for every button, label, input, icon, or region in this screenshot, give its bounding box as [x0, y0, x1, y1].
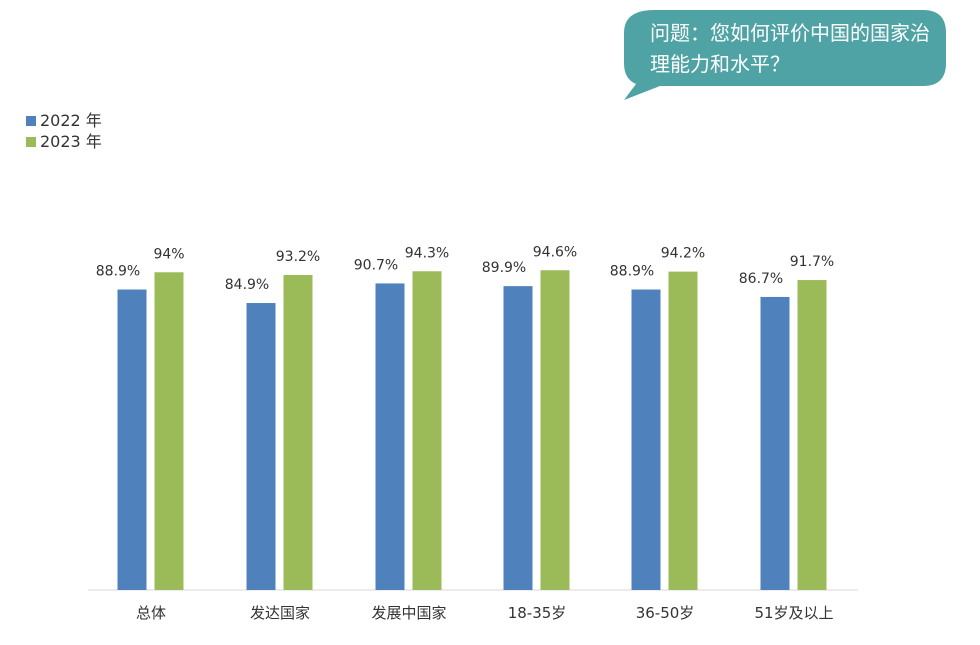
bar-2022-4: [631, 289, 661, 590]
data-label-2023-3: 94.6%: [533, 244, 577, 260]
data-label-2023-2: 94.3%: [405, 245, 449, 261]
category-label-2: 发展中国家: [371, 604, 446, 622]
legend-swatch-2023: [26, 136, 36, 147]
data-label-2022-5: 86.7%: [739, 271, 783, 287]
legend: 2022 年 2023 年: [26, 110, 102, 152]
category-label-5: 51岁及以上: [754, 604, 833, 622]
bar-2022-0: [117, 289, 147, 590]
bar-2023-5: [797, 280, 827, 590]
category-label-3: 18-35岁: [508, 604, 567, 622]
speech-bubble-shape: [624, 10, 946, 100]
legend-item-2022: 2022 年: [26, 110, 102, 131]
question-text: 问题：您如何评价中国的国家治理能力和水平？: [650, 21, 930, 76]
legend-swatch-2022: [26, 115, 36, 126]
data-label-2023-5: 91.7%: [790, 254, 834, 270]
data-label-2022-0: 88.9%: [96, 264, 140, 280]
bar-2023-2: [412, 271, 442, 590]
bar-2022-2: [375, 283, 405, 590]
bar-2023-0: [154, 272, 184, 590]
data-label-2022-3: 89.9%: [482, 260, 526, 276]
legend-item-2023: 2023 年: [26, 131, 102, 152]
bar-2022-1: [246, 303, 276, 590]
question-bubble: [624, 10, 946, 100]
bar-2023-3: [540, 270, 570, 590]
data-label-2022-1: 84.9%: [225, 277, 269, 293]
category-label-1: 发达国家: [250, 604, 310, 622]
data-label-2023-0: 94%: [153, 246, 184, 262]
legend-label-2023: 2023 年: [40, 131, 102, 151]
bar-2022-3: [503, 286, 533, 590]
bar-2022-5: [760, 296, 790, 590]
data-label-2022-2: 90.7%: [354, 257, 398, 273]
plot-area: 88.9% 94% 总体 84.9% 93.2% 发达国家 90.7% 94.3% 发展中国家 8…: [88, 244, 858, 622]
bar-2023-4: [668, 271, 698, 590]
category-label-4: 36-50岁: [636, 604, 695, 622]
legend-label-2022: 2022 年: [40, 110, 102, 130]
category-label-0: 总体: [136, 604, 166, 622]
bar-2023-1: [283, 274, 313, 590]
data-label-2023-1: 93.2%: [276, 249, 320, 265]
data-label-2023-4: 94.2%: [661, 246, 705, 262]
data-label-2022-4: 88.9%: [610, 264, 654, 280]
